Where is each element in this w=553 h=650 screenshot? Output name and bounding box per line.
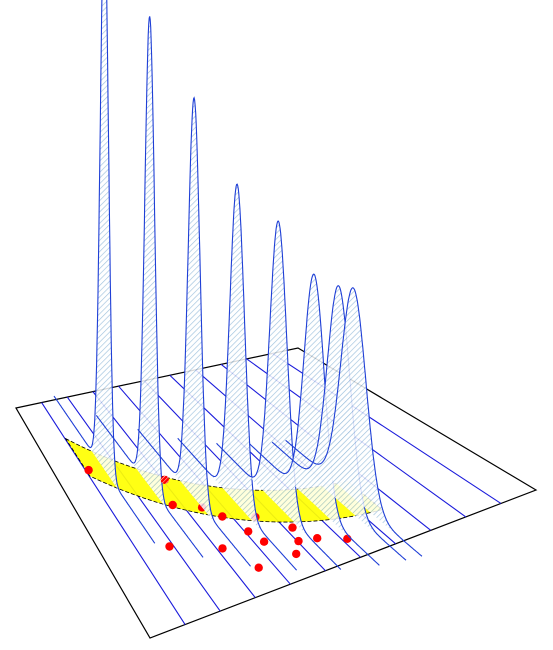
data-point	[218, 544, 227, 553]
density-area	[248, 274, 380, 566]
density-curve	[137, 96, 251, 567]
density-curve	[249, 273, 380, 566]
data-point	[292, 549, 301, 559]
grid-line	[66, 396, 221, 612]
data-point	[254, 563, 263, 572]
data-point	[160, 475, 169, 484]
density-area	[177, 184, 297, 571]
density-curves	[53, 0, 423, 571]
data-point	[84, 465, 93, 475]
density-curve	[177, 183, 298, 571]
density-area	[54, 0, 155, 544]
density-area	[215, 221, 341, 570]
density-area	[96, 16, 204, 558]
hidden-data-points	[160, 475, 169, 484]
density-curve	[53, 0, 156, 544]
data-point	[165, 542, 174, 551]
data-point	[288, 523, 297, 532]
density-area	[284, 287, 422, 557]
grid-line	[41, 402, 186, 625]
data-point	[244, 527, 253, 536]
data-point	[259, 537, 269, 546]
data-point	[313, 534, 322, 543]
density-curve	[271, 285, 407, 561]
density-curve	[285, 287, 423, 557]
data-point	[343, 534, 352, 543]
density-area	[137, 97, 251, 567]
data-point	[168, 500, 177, 510]
density-curve	[216, 220, 342, 570]
density-curve	[95, 16, 204, 558]
data-point	[218, 512, 227, 521]
data-point	[294, 536, 303, 546]
